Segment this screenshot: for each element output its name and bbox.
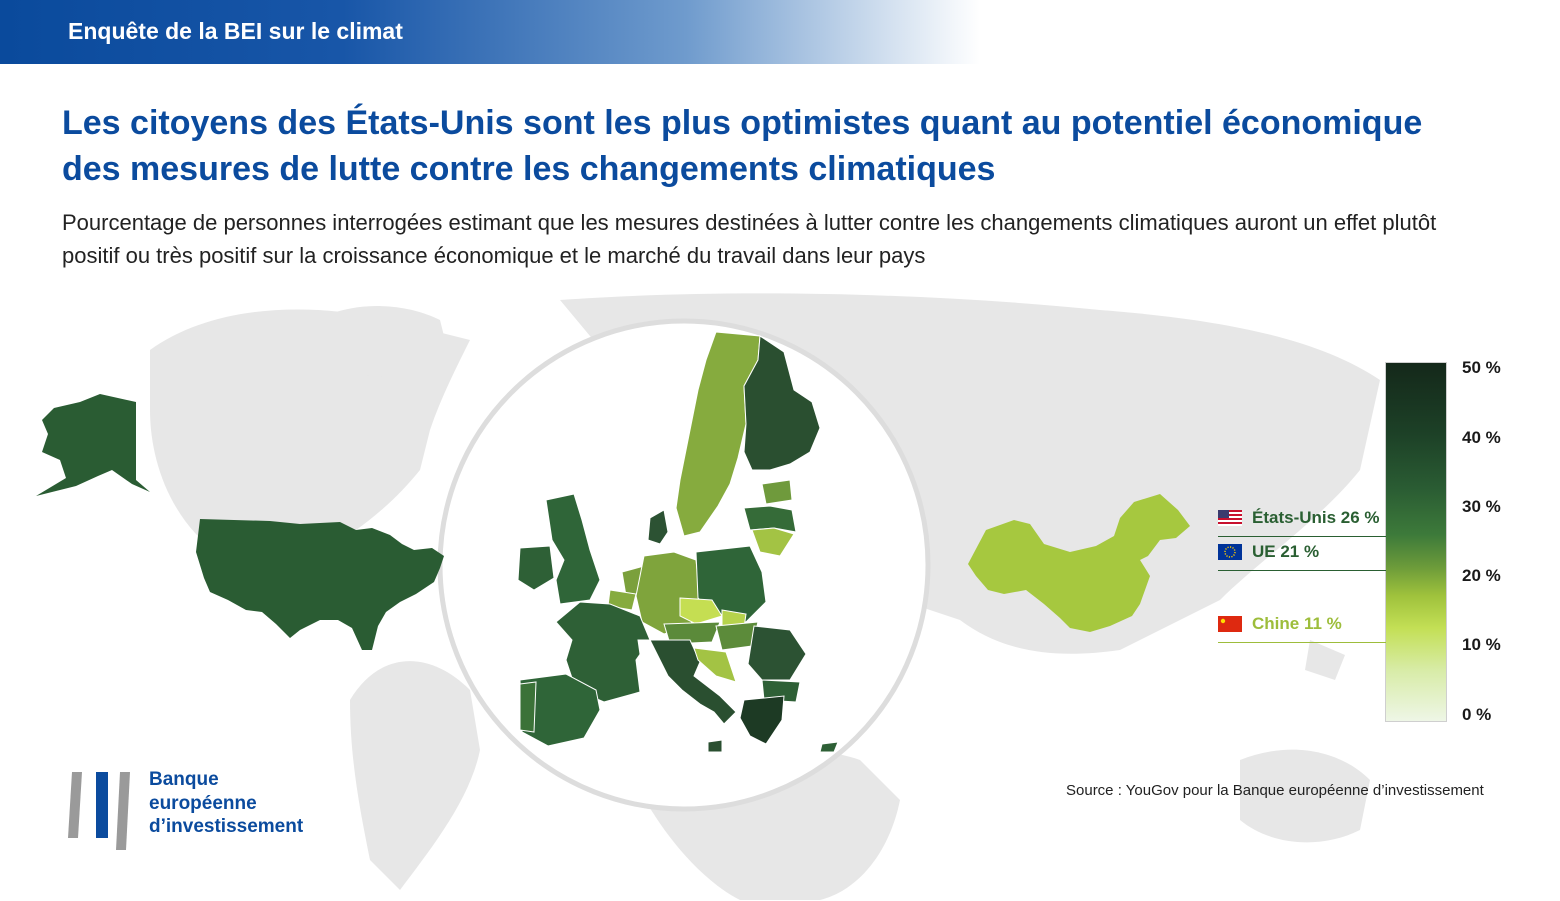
belgium [607, 589, 637, 611]
portugal [519, 681, 537, 733]
usa-region [196, 519, 444, 650]
bulgaria [761, 679, 801, 703]
header-bar: Enquête de la BEI sur le climat [0, 0, 980, 64]
malta [707, 739, 723, 753]
czechia [679, 597, 723, 625]
marker-line [1218, 570, 1386, 571]
eib-logo-text: Banque européenne d’investissement [149, 768, 303, 839]
eib-logo-icon [68, 772, 130, 850]
denmark [647, 509, 669, 545]
alaska-region [36, 394, 150, 496]
cyprus [819, 741, 839, 753]
romania [747, 625, 807, 681]
estonia [761, 479, 793, 505]
marker-label: Chine 11 % [1252, 614, 1342, 633]
legend-tick: 0 % [1462, 705, 1492, 724]
latvia [743, 505, 797, 533]
austria [663, 621, 721, 645]
lithuania [751, 527, 795, 557]
china-region [968, 494, 1190, 632]
logo-line: européenne [149, 792, 257, 814]
legend-tick: 30 % [1462, 497, 1501, 516]
legend-tick: 20 % [1462, 566, 1501, 585]
legend-tick: 10 % [1462, 635, 1501, 654]
us-flag-icon [1218, 510, 1242, 526]
logo-line: Banque [149, 769, 219, 790]
eu-flag-icon [1218, 544, 1242, 560]
source-note: Source : YouGov pour la Banque européenn… [1066, 782, 1484, 799]
spain [519, 673, 601, 747]
europe-countries [517, 331, 839, 753]
page-title: Les citoyens des États-Unis sont les plu… [62, 104, 1423, 188]
page-subtitle: Pourcentage de personnes interrogées est… [62, 210, 1437, 268]
marker-label: États-Unis 26 % [1252, 508, 1380, 527]
legend-tick: 40 % [1462, 428, 1501, 447]
marker-label: UE 21 % [1252, 542, 1320, 561]
logo-line: d’investissement [149, 816, 304, 837]
header-title: Enquête de la BEI sur le climat [68, 18, 403, 44]
marker-line [1218, 536, 1386, 537]
ireland [517, 545, 555, 591]
marker-line [1218, 642, 1386, 643]
united-kingdom [545, 493, 601, 605]
slovenia-croatia [693, 647, 737, 683]
france [555, 601, 651, 703]
finland [743, 335, 821, 471]
china-flag-icon [1218, 616, 1242, 632]
greece [739, 695, 785, 745]
legend-color-scale [1385, 362, 1447, 722]
legend-tick: 50 % [1462, 358, 1501, 377]
